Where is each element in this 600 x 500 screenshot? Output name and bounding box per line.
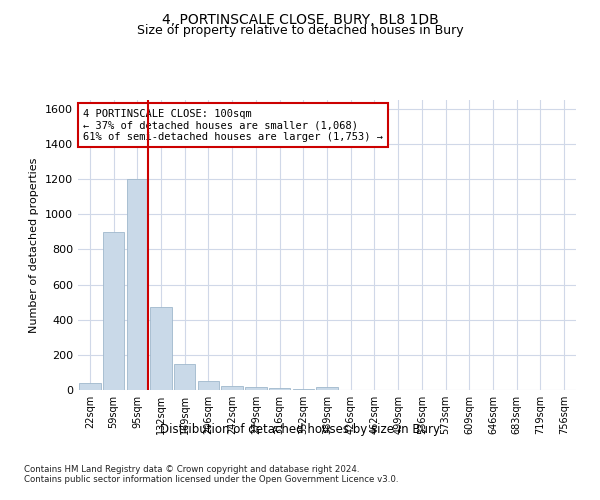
- Bar: [174, 364, 196, 390]
- Bar: [269, 388, 290, 390]
- Bar: [221, 386, 243, 390]
- Bar: [245, 388, 266, 390]
- Bar: [127, 179, 148, 390]
- Text: Distribution of detached houses by size in Bury: Distribution of detached houses by size …: [160, 422, 440, 436]
- Text: Contains HM Land Registry data © Crown copyright and database right 2024.
Contai: Contains HM Land Registry data © Crown c…: [24, 465, 398, 484]
- Bar: [151, 308, 172, 390]
- Text: Size of property relative to detached houses in Bury: Size of property relative to detached ho…: [137, 24, 463, 37]
- Y-axis label: Number of detached properties: Number of detached properties: [29, 158, 40, 332]
- Bar: [198, 381, 219, 390]
- Bar: [316, 388, 338, 390]
- Text: 4 PORTINSCALE CLOSE: 100sqm
← 37% of detached houses are smaller (1,068)
61% of : 4 PORTINSCALE CLOSE: 100sqm ← 37% of det…: [83, 108, 383, 142]
- Text: 4, PORTINSCALE CLOSE, BURY, BL8 1DB: 4, PORTINSCALE CLOSE, BURY, BL8 1DB: [161, 12, 439, 26]
- Bar: [293, 389, 314, 390]
- Bar: [79, 383, 101, 390]
- Bar: [103, 232, 124, 390]
